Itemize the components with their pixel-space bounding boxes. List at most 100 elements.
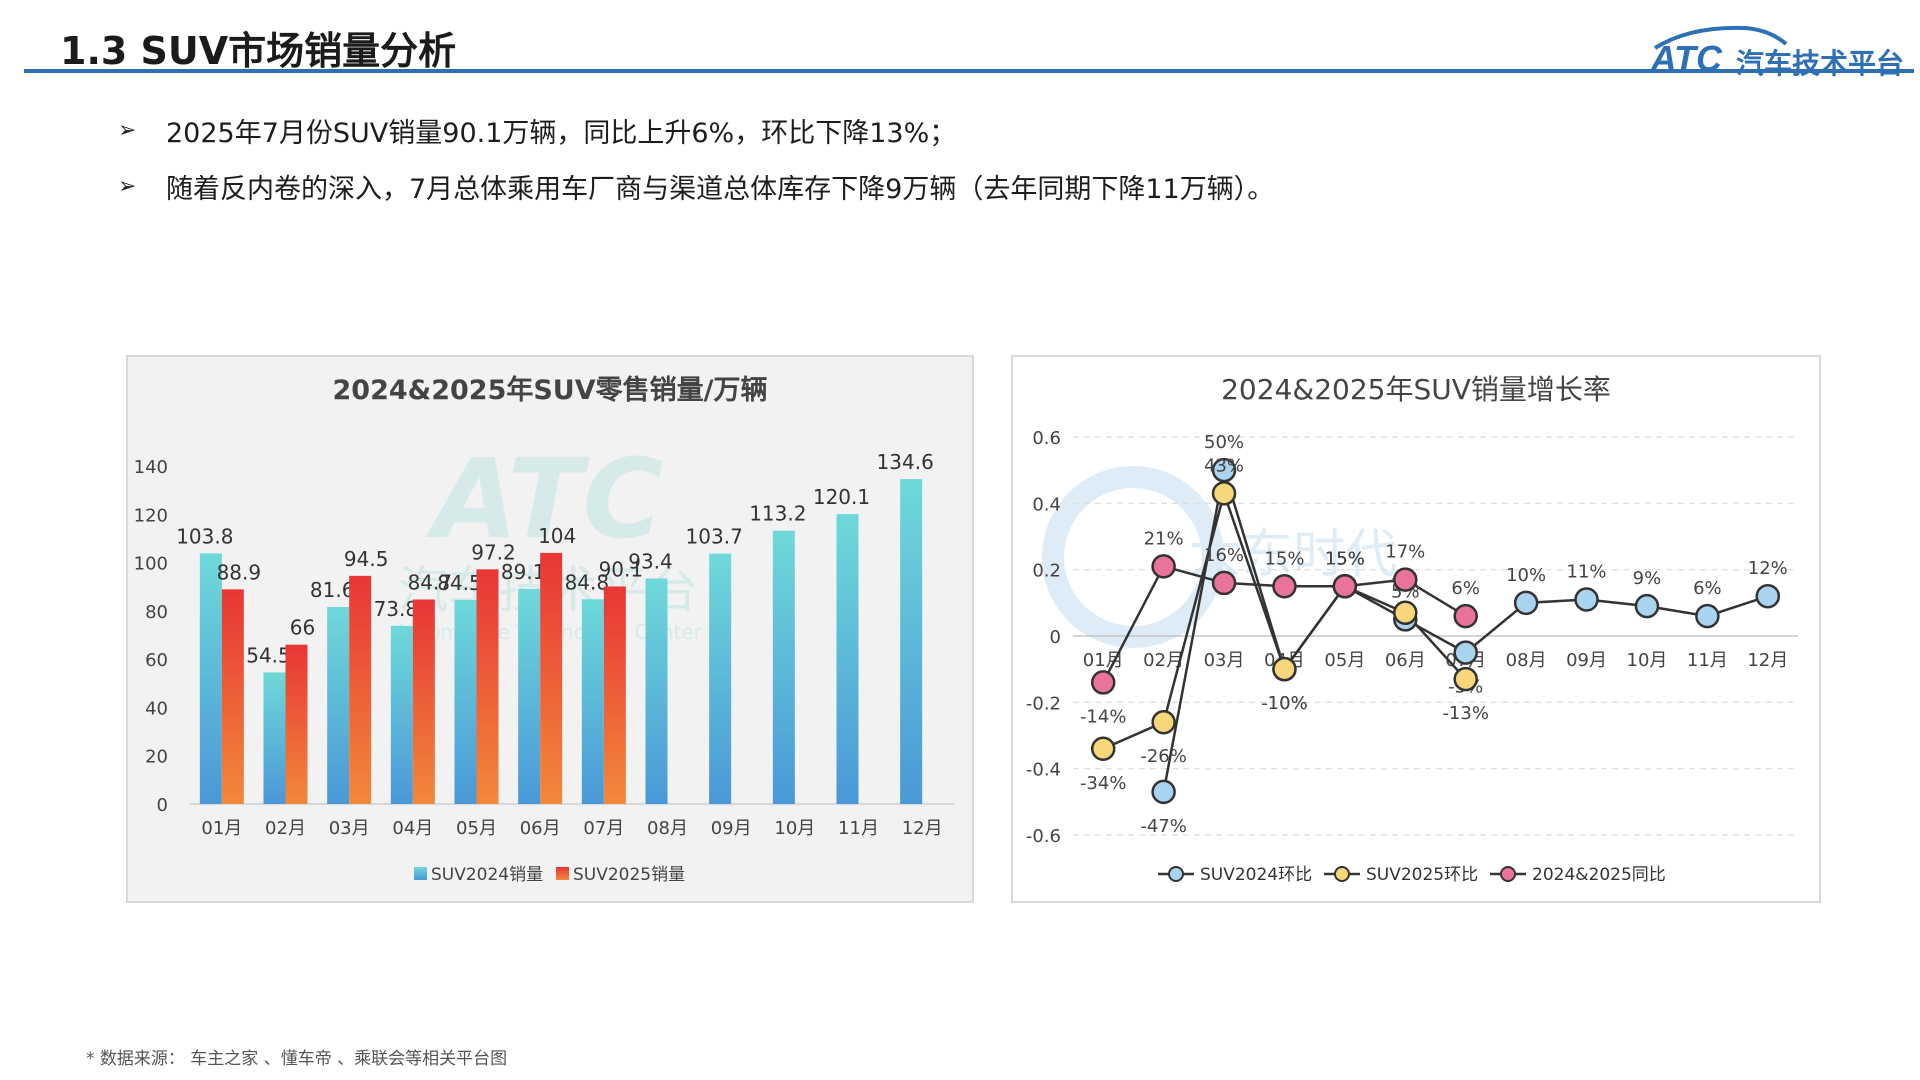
data-label: 11% xyxy=(1567,562,1607,583)
data-label: 6% xyxy=(1451,578,1480,599)
logo-text: 汽车技术平台 xyxy=(1735,47,1904,80)
data-point xyxy=(1272,574,1297,599)
legend-swatch xyxy=(556,867,569,880)
legend-label: 2024&2025同比 xyxy=(1532,865,1666,885)
bar-2024 xyxy=(836,514,859,804)
chart-title: 2024&2025年SUV销量增长率 xyxy=(1221,373,1611,406)
y-tick-label: 0.4 xyxy=(1032,494,1061,515)
y-tick-label: 0 xyxy=(1050,627,1061,648)
sales-bar-chart: ATC 汽车技术平台 Automotive Technology Center … xyxy=(134,374,954,885)
legend-marker xyxy=(1500,866,1516,882)
data-label: 104 xyxy=(538,524,576,548)
y-tick-label: 100 xyxy=(134,554,168,575)
x-tick-label: 01月 xyxy=(1083,650,1124,671)
data-point xyxy=(1151,779,1176,805)
bar-2024 xyxy=(327,606,350,804)
x-tick-label: 08月 xyxy=(1506,650,1547,671)
y-tick-label: 0 xyxy=(157,795,168,816)
growth-line-chart-panel: 大东时代 2024&2025年SUV销量增长率 0.6 0.4 0.2 0 -0.2 -0… xyxy=(1011,355,1821,903)
source-footnote: * 数据来源： 车主之家 、懂车帝 、乘联会等相关平台图 xyxy=(86,1049,508,1069)
bullet-text: 2025年7月份SUV销量90.1万辆，同比上升6%，环比下降13%； xyxy=(166,117,957,149)
bar-2025 xyxy=(603,586,626,804)
data-label: 73.8 xyxy=(374,597,419,621)
legend-label: SUV2024环比 xyxy=(1200,865,1312,885)
x-tick-label: 10月 xyxy=(774,818,815,839)
y-tick-label: 40 xyxy=(145,698,168,719)
data-label: 15% xyxy=(1325,548,1365,569)
series-line xyxy=(1162,469,1769,793)
x-tick-label: 05月 xyxy=(456,818,497,839)
data-label: 9% xyxy=(1633,568,1662,589)
x-tick-label: 02月 xyxy=(265,818,306,839)
bar-2024 xyxy=(454,599,477,804)
y-tick-label: -0.2 xyxy=(1026,693,1061,714)
data-label: 89.1 xyxy=(501,560,546,584)
data-label: 93.4 xyxy=(628,550,673,574)
growth-line-chart: 大东时代 2024&2025年SUV销量增长率 0.6 0.4 0.2 0 -0.2 -0… xyxy=(1026,373,1798,885)
x-tick-label: 10月 xyxy=(1627,650,1668,671)
data-point xyxy=(1453,666,1478,692)
data-point xyxy=(1272,656,1297,682)
data-label: 134.6 xyxy=(877,450,934,474)
data-label: -10% xyxy=(1261,693,1308,714)
bar-2025 xyxy=(349,575,372,804)
y-tick-label: -0.4 xyxy=(1026,760,1061,781)
bar-2024 xyxy=(772,530,795,804)
x-tick-label: 11月 xyxy=(838,818,879,839)
data-label: 90.1 xyxy=(599,557,644,581)
watermark-mark: ATC xyxy=(425,435,663,563)
data-label: 50% xyxy=(1204,432,1244,453)
logo-mark: ATC xyxy=(1650,38,1722,79)
data-label: -26% xyxy=(1140,746,1187,767)
data-label: 15% xyxy=(1325,548,1365,569)
data-point xyxy=(1090,736,1116,762)
data-point xyxy=(1755,583,1781,609)
data-point xyxy=(1453,603,1478,629)
data-label: -10% xyxy=(1261,693,1308,714)
bar-2025 xyxy=(412,599,435,804)
y-tick-label: 20 xyxy=(145,747,168,768)
data-label: 12% xyxy=(1748,558,1788,579)
y-tick-label: 140 xyxy=(134,457,168,478)
x-tick-label: 04月 xyxy=(392,818,433,839)
data-label: 10% xyxy=(1506,565,1546,586)
data-point xyxy=(1151,709,1176,735)
data-point xyxy=(1393,600,1418,626)
legend-label: SUV2025环比 xyxy=(1366,865,1478,885)
data-label: 54.5 xyxy=(246,643,291,667)
bullet-text: 随着反内卷的深入，7月总体乘用车厂商与渠道总体库存下降9万辆（去年同期下降11万… xyxy=(166,173,1275,205)
x-tick-label: 03月 xyxy=(329,818,370,839)
x-tick-label: 08月 xyxy=(647,818,688,839)
data-label: 43% xyxy=(1204,455,1244,476)
bar-2025 xyxy=(540,552,563,804)
y-tick-label: 80 xyxy=(145,602,168,623)
y-tick-label: 120 xyxy=(134,505,168,526)
data-label: 81.6 xyxy=(310,578,355,602)
car-swoosh-icon xyxy=(1653,25,1788,50)
bar-2024 xyxy=(518,588,541,804)
x-tick-label: 05月 xyxy=(1324,650,1365,671)
bar-2024 xyxy=(645,578,668,804)
arrow-bullet-icon: ➢ xyxy=(118,117,137,143)
data-label: 15% xyxy=(1264,548,1304,569)
data-point xyxy=(1151,554,1176,579)
bar-2024 xyxy=(263,672,286,804)
x-tick-label: 09月 xyxy=(711,818,752,839)
legend-swatch xyxy=(414,867,427,880)
bar-2025 xyxy=(285,644,308,804)
data-label: 66 xyxy=(290,616,315,640)
bar-2025 xyxy=(476,569,499,804)
data-label: 16% xyxy=(1204,545,1244,566)
sales-bar-chart-panel: ATC 汽车技术平台 Automotive Technology Center … xyxy=(126,355,974,903)
data-label: 88.9 xyxy=(217,560,262,584)
data-point xyxy=(1574,587,1599,612)
bullet-item: ➢ 随着反内卷的深入，7月总体乘用车厂商与渠道总体库存下降9万辆（去年同期下降1… xyxy=(118,158,1274,214)
data-label: 97.2 xyxy=(471,540,516,564)
x-tick-label: 03月 xyxy=(1204,650,1245,671)
data-label: 21% xyxy=(1144,528,1184,549)
data-point xyxy=(1634,593,1660,619)
bar-2024 xyxy=(581,599,604,804)
data-point xyxy=(1090,670,1116,695)
legend-marker xyxy=(1168,866,1184,882)
bar-2024 xyxy=(390,625,413,804)
